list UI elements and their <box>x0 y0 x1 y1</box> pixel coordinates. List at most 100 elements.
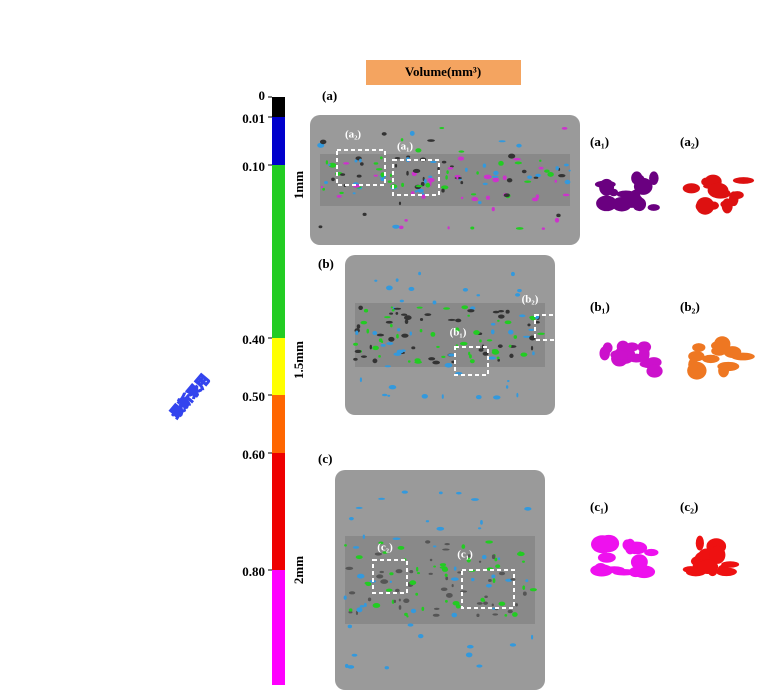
particle <box>373 603 381 608</box>
crop-blob <box>716 568 737 577</box>
particle <box>483 164 486 168</box>
particle <box>361 321 368 324</box>
colorbar-tick-label: 0.01 <box>242 111 265 126</box>
particle <box>364 309 368 313</box>
particle <box>466 652 473 657</box>
particle <box>473 330 480 335</box>
particle <box>487 339 493 341</box>
particle <box>408 360 411 362</box>
particle <box>451 577 459 581</box>
particle <box>356 607 362 612</box>
particle <box>512 612 518 617</box>
particle <box>445 175 447 180</box>
particle <box>345 567 353 570</box>
particle <box>441 356 445 358</box>
particle <box>357 574 364 579</box>
particle <box>483 183 488 185</box>
colorbar-segment <box>272 97 285 117</box>
particle <box>400 300 404 303</box>
particle <box>402 491 408 494</box>
particle <box>499 572 505 575</box>
particle <box>391 306 393 308</box>
particle <box>396 334 399 339</box>
crop-blob <box>625 342 639 351</box>
crop-blob <box>718 364 729 377</box>
particle <box>522 585 525 590</box>
particle <box>446 593 453 598</box>
colorbar-segment <box>272 453 285 570</box>
particle <box>531 346 533 350</box>
particle <box>532 351 535 355</box>
particle <box>411 346 415 349</box>
particle <box>519 551 521 554</box>
watermark: 最新录用 <box>167 372 213 422</box>
particle <box>386 342 393 345</box>
particle <box>359 159 362 163</box>
particle <box>503 175 507 180</box>
particle <box>469 354 472 358</box>
particle <box>386 321 393 324</box>
particle <box>442 549 450 551</box>
particle <box>339 192 343 194</box>
particle <box>491 323 495 326</box>
particle <box>482 555 487 559</box>
particle <box>405 319 409 324</box>
particle <box>430 332 435 337</box>
particle <box>358 306 363 310</box>
particle <box>527 323 530 326</box>
particle <box>430 161 437 163</box>
particle <box>432 361 440 365</box>
particle <box>390 581 392 583</box>
particle <box>379 571 383 573</box>
particle <box>508 610 513 614</box>
particle <box>491 329 495 334</box>
particle <box>381 172 384 174</box>
particle <box>399 605 402 610</box>
particle <box>471 193 476 195</box>
particle <box>337 195 342 198</box>
colorbar-tick-label: 0.40 <box>242 332 265 347</box>
particle <box>445 573 448 577</box>
figure: Volume(mm³) 00.010.100.400.500.600.80(a)… <box>0 0 780 695</box>
crop-blob <box>631 171 642 184</box>
particle <box>492 178 499 183</box>
colorbar-tick-label: 0 <box>259 88 266 103</box>
particle <box>489 356 496 359</box>
crop-label: (b₂) <box>680 299 700 314</box>
crop-blob <box>617 190 636 197</box>
particle <box>345 664 349 668</box>
colorbar-title: Volume(mm³) <box>405 64 481 79</box>
particle <box>527 176 532 179</box>
particle <box>456 492 462 495</box>
particle <box>448 319 456 321</box>
particle <box>385 365 391 367</box>
particle <box>470 359 475 363</box>
particle <box>344 544 347 546</box>
particle <box>349 608 353 611</box>
particle <box>394 308 401 310</box>
particle <box>523 592 527 596</box>
size-label: 1.5mm <box>291 341 306 379</box>
panel-label: (c) <box>318 451 332 466</box>
particle <box>357 324 361 329</box>
particle <box>430 559 433 561</box>
particle <box>519 314 525 317</box>
particle <box>506 385 508 388</box>
particle <box>372 331 377 335</box>
particle <box>444 543 450 545</box>
particle <box>498 315 505 319</box>
particle <box>492 176 499 178</box>
particle <box>563 194 570 197</box>
particle <box>492 207 495 211</box>
particle <box>514 335 518 339</box>
particle <box>363 535 365 539</box>
particle <box>433 545 436 547</box>
particle <box>498 602 505 606</box>
particle <box>460 342 468 346</box>
particle <box>404 613 408 616</box>
particle <box>385 666 389 669</box>
particle <box>429 573 433 575</box>
particle <box>443 307 450 310</box>
inset-label: (a₂) <box>345 129 361 141</box>
particle <box>436 346 440 348</box>
